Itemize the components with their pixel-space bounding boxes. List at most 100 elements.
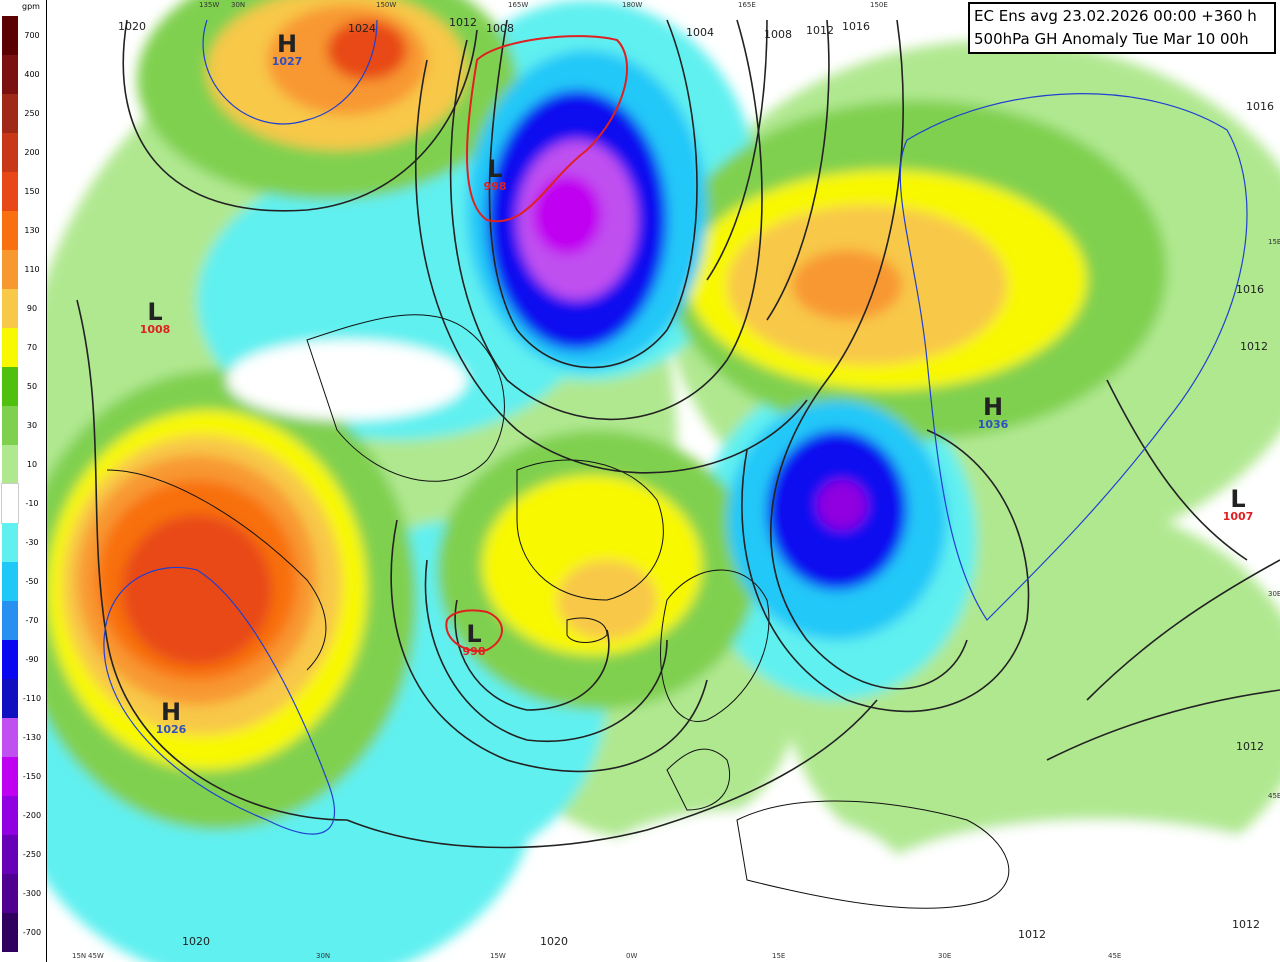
legend-label: -110 [22, 693, 42, 703]
legend-label: -200 [22, 810, 42, 820]
legend-swatch [2, 367, 18, 406]
isobar-label: 1008 [764, 28, 792, 41]
pressure-center-low: L 998 [463, 622, 486, 658]
legend-swatch [2, 211, 18, 250]
legend-label: 10 [26, 459, 38, 469]
isobar-label: 1012 [1018, 928, 1046, 941]
pressure-center-low: L 1008 [140, 300, 171, 336]
legend-swatch [2, 55, 18, 94]
legend-label: -70 [25, 615, 39, 625]
isobar-label: 1020 [118, 20, 146, 33]
legend-swatch [2, 133, 18, 172]
legend-swatch [2, 172, 18, 211]
legend-swatch [2, 406, 18, 445]
pressure-center-letter: L [487, 155, 503, 183]
longitude-label: 135W [199, 1, 220, 9]
low-contours [445, 35, 628, 652]
longitude-label: 165E [738, 1, 756, 9]
pressure-center-value: 1008 [139, 323, 171, 336]
anomaly-fields [47, 0, 1280, 962]
isobars [76, 19, 1280, 849]
legend-label: 30 [26, 420, 38, 430]
longitude-label: 150W [376, 1, 397, 9]
pressure-center-letter: H [982, 393, 1004, 421]
longitude-label: 15N [72, 952, 87, 960]
pressure-center-letter: L [1230, 485, 1246, 513]
longitude-label: 165W [508, 1, 529, 9]
isobar-label: 1020 [182, 935, 210, 948]
legend-swatch [2, 679, 18, 718]
high-contours [103, 19, 1248, 835]
legend-label: 70 [26, 342, 38, 352]
pressure-center-value: 998 [483, 180, 507, 193]
pressure-center-value: 998 [462, 645, 486, 658]
legend-label: -90 [25, 654, 39, 664]
legend-swatch [2, 601, 18, 640]
isobar-label: 1004 [686, 26, 714, 39]
legend-swatch [2, 835, 18, 874]
legend-label: 50 [26, 381, 38, 391]
legend-label: -300 [22, 888, 42, 898]
legend-label: -50 [25, 576, 39, 586]
legend-label: -150 [22, 771, 42, 781]
pressure-center-value: 1036 [977, 418, 1009, 431]
longitude-label: 180W [622, 1, 643, 9]
legend-label: 250 [24, 108, 40, 118]
legend-swatch [2, 562, 18, 601]
legend-label: -250 [22, 849, 42, 859]
title-line-1: EC Ens avg 23.02.2026 00:00 +360 h [974, 7, 1257, 25]
isobar-label: 1012 [1240, 340, 1268, 353]
anomaly-map [47, 0, 1280, 962]
legend-swatch [2, 757, 18, 796]
longitude-label: 45E [1108, 952, 1122, 960]
legend-swatch [2, 874, 18, 913]
longitude-label: 0W [626, 952, 638, 960]
legend-label: 90 [26, 303, 38, 313]
pressure-center-value: 1007 [1222, 510, 1254, 523]
pressure-center-value: 1026 [155, 723, 187, 736]
legend-swatch [2, 913, 18, 952]
pressure-center-low: L 998 [484, 157, 507, 193]
legend-label: 150 [24, 186, 40, 196]
legend-swatch [2, 796, 18, 835]
legend-label: 110 [24, 264, 40, 274]
pressure-center-low: L 1007 [1223, 487, 1254, 523]
isobar-label: 1012 [1236, 740, 1264, 753]
longitude-label: 30N [316, 952, 331, 960]
pressure-center-high: H 1026 [156, 700, 187, 736]
color-scale-legend: gpm 700 400 250 200 150 130 110 90 70 50 30 10 -10 -3… [0, 0, 47, 962]
isobar-label: 1012 [449, 16, 477, 29]
legend-swatch [2, 445, 18, 484]
legend-label: -130 [22, 732, 42, 742]
map-title-box: EC Ens avg 23.02.2026 00:00 +360 h 500hP… [968, 2, 1276, 54]
pressure-center-letter: L [147, 298, 163, 326]
isobar-label: 1016 [842, 20, 870, 33]
legend-label: -700 [22, 927, 42, 937]
legend-swatch [2, 289, 18, 328]
longitude-label: 45E [1268, 792, 1280, 800]
isobar-label: 1012 [1232, 918, 1260, 931]
legend-label: 200 [24, 147, 40, 157]
legend-label: 700 [24, 30, 40, 40]
pressure-center-letter: L [466, 620, 482, 648]
isobar-label: 1016 [1246, 100, 1274, 113]
legend-swatch [2, 16, 18, 55]
legend-label: -10 [25, 498, 39, 508]
longitude-label: 15E [1268, 238, 1280, 246]
title-line-2: 500hPa GH Anomaly Tue Mar 10 00h [974, 30, 1249, 48]
isobar-label: 1024 [348, 22, 376, 35]
isobar-label: 1020 [540, 935, 568, 948]
isobar-label: 1012 [806, 24, 834, 37]
longitude-label: 45W [88, 952, 104, 960]
pressure-center-high: H 1027 [272, 32, 303, 68]
legend-swatch [2, 718, 18, 757]
longitude-label: 15E [772, 952, 786, 960]
longitude-label: 150E [870, 1, 888, 9]
pressure-center-letter: H [276, 30, 298, 58]
longitude-label: 30N [231, 1, 246, 9]
legend-swatch [2, 250, 18, 289]
isobar-label: 1008 [486, 22, 514, 35]
legend-label: -30 [25, 537, 39, 547]
legend-label: 400 [24, 69, 40, 79]
